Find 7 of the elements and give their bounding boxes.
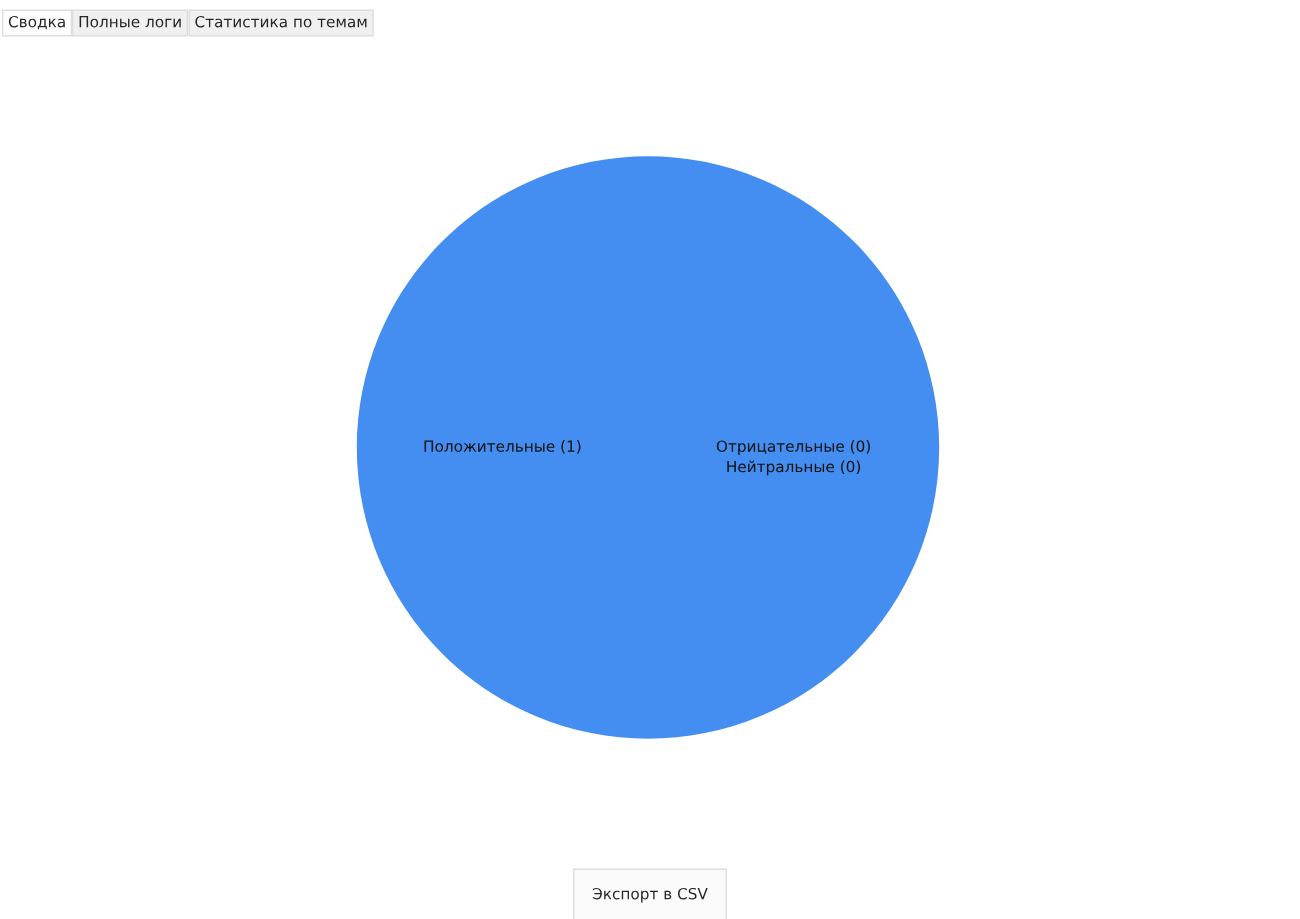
category-label: Отрицательные (0) bbox=[716, 440, 870, 455]
text: Полные логи bbox=[79, 16, 181, 28]
category-label: Нейтральные (0) bbox=[727, 460, 861, 476]
text: Статистика по темам bbox=[195, 15, 367, 28]
text: Сводка bbox=[8, 15, 65, 30]
slice-label: Положительные (1) bbox=[424, 440, 581, 454]
text: Экспорт в CSV bbox=[592, 887, 708, 903]
